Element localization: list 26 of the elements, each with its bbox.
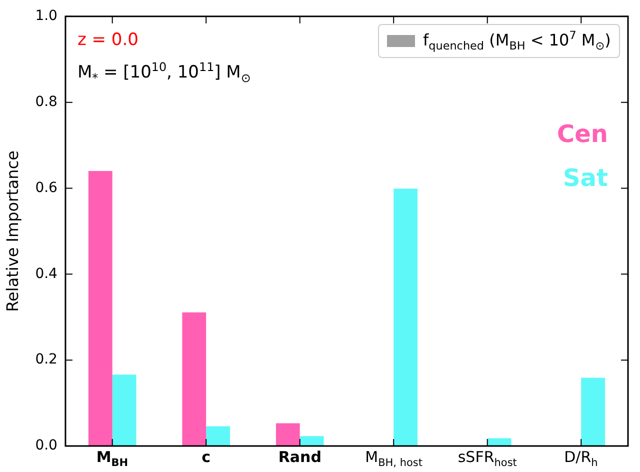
bar (206, 426, 230, 446)
bar (88, 171, 112, 446)
y-tick-label: 0.4 (35, 266, 58, 282)
bar (182, 312, 206, 446)
x-tick-label: D/R$_{h}$ (564, 448, 598, 469)
bar (112, 374, 136, 446)
x-tick-label: c (202, 448, 210, 466)
y-axis-title: Relative Importance (2, 150, 22, 312)
y-tick-label: 0.8 (35, 94, 58, 110)
y-tick-label: 1.0 (35, 8, 58, 24)
x-tick-label: M$_{BH}$ (96, 448, 128, 469)
y-tick-label: 0.6 (35, 180, 58, 196)
bar (581, 378, 606, 446)
text: Cen (557, 120, 608, 148)
annotation: M$_{*}$ = [10$^{10}$, 10$^{11}$] M$_{⊙}$ (77, 60, 251, 86)
bar (276, 423, 300, 446)
x-tick-label: M$_{BH, host}$ (365, 448, 423, 469)
y-tick-label: 0.0 (35, 438, 58, 454)
y-tick-label: 0.2 (35, 352, 58, 368)
text: Sat (563, 164, 608, 192)
text: f$_{quenched}$ (M$_{BH}$ < 10$^{7}$ M$_{⊙}$) (423, 29, 611, 53)
annotation: z = 0.0 (77, 30, 138, 50)
bar (300, 436, 324, 446)
bar (394, 188, 418, 446)
x-tick-label: sSFR$_{host}$ (458, 448, 517, 469)
x-tick-label: Rand (278, 448, 322, 466)
